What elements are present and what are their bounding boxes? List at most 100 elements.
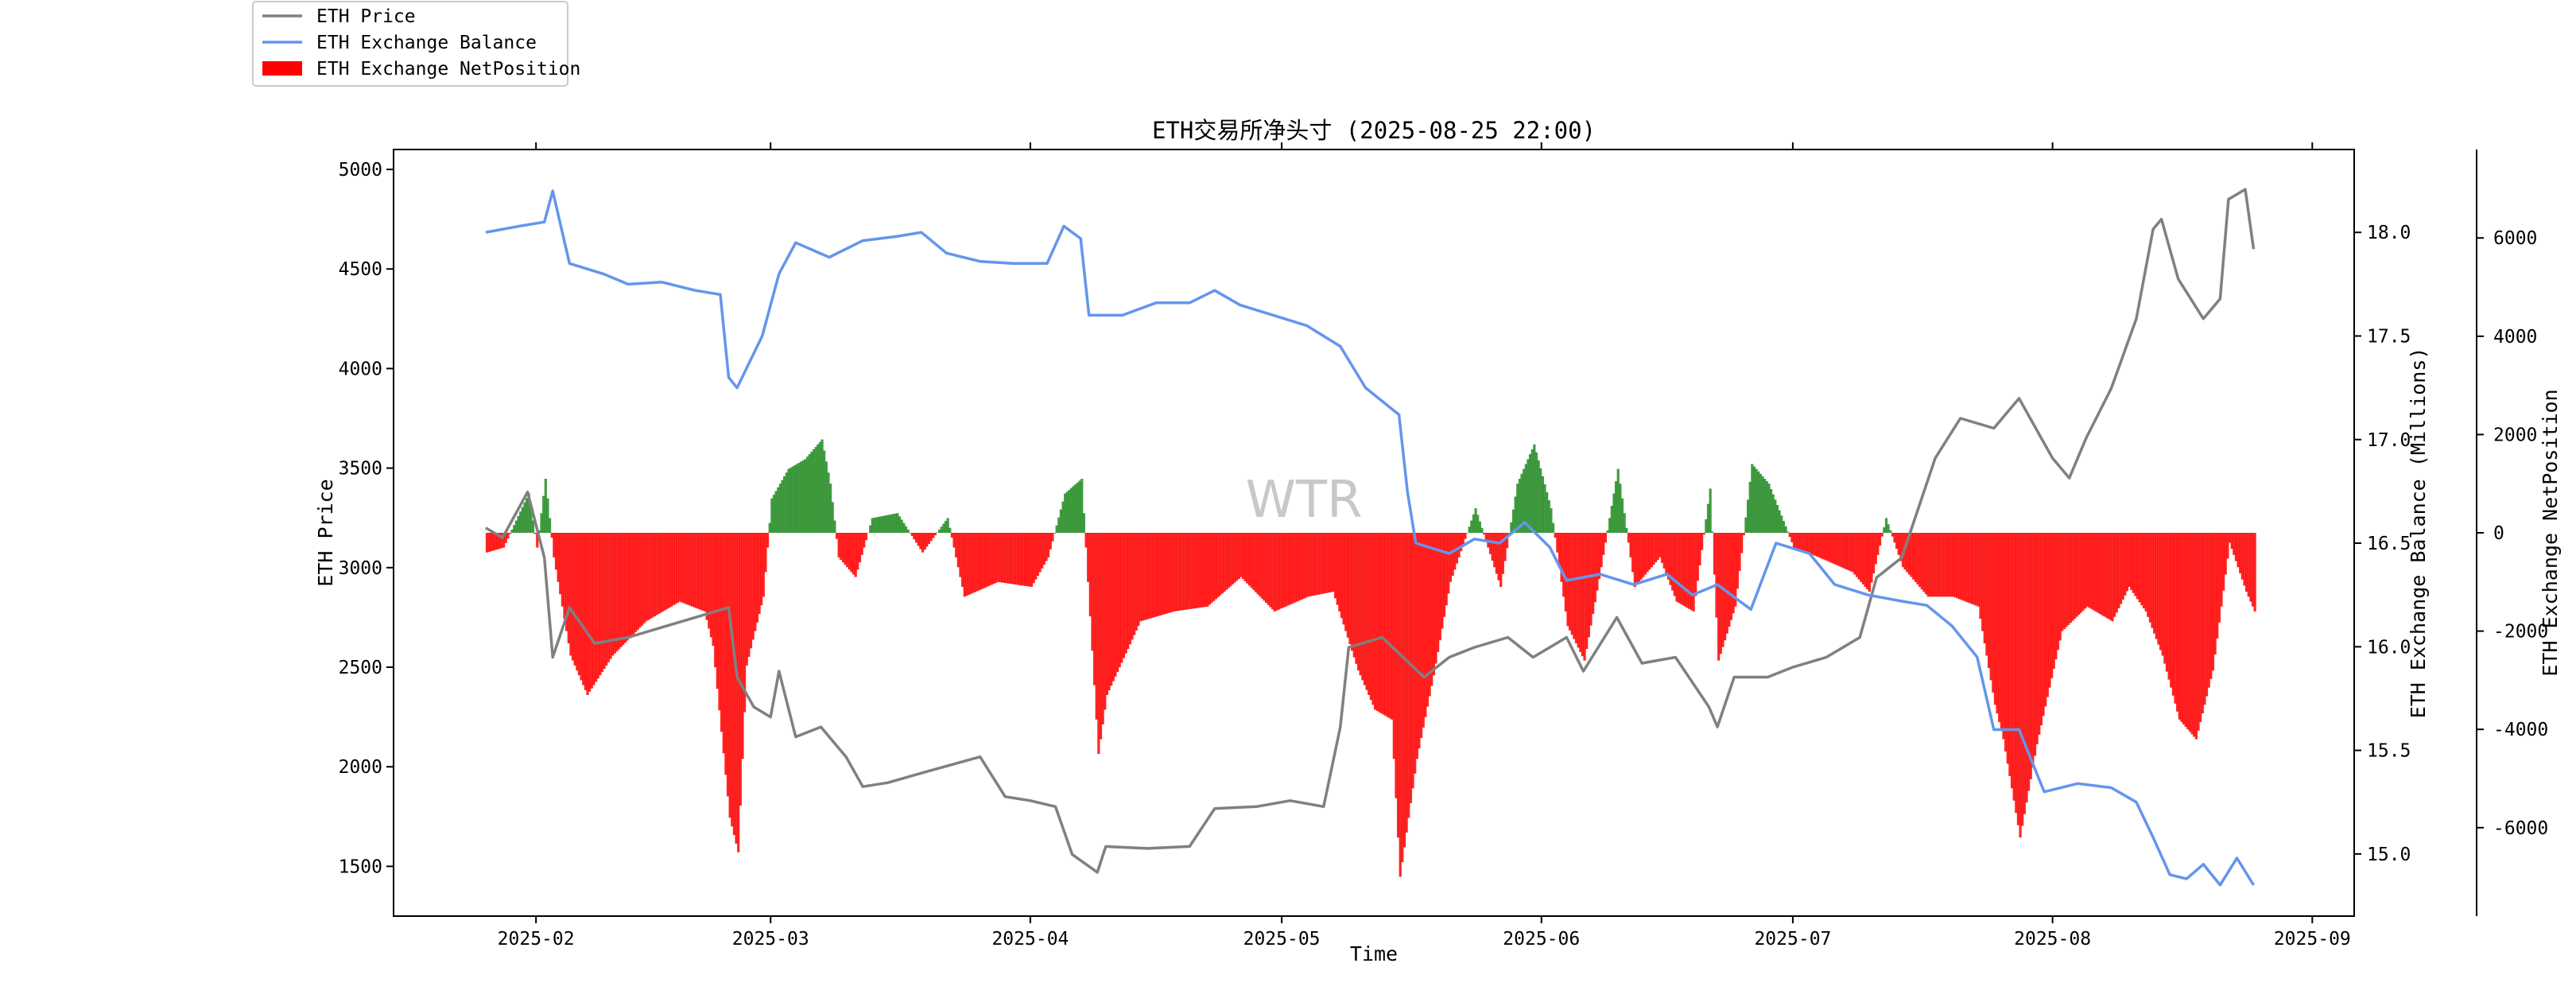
netposition-bar [1309, 533, 1312, 596]
netposition-bar [659, 533, 662, 613]
netposition-bar [1346, 533, 1349, 638]
netposition-bar [2193, 533, 2196, 737]
netposition-bar [919, 533, 922, 550]
y-right-netposition-tick-label: -6000 [2493, 818, 2548, 839]
netposition-bar [1897, 533, 1900, 555]
netposition-bar [850, 533, 853, 573]
netposition-bar [1361, 533, 1364, 681]
netposition-bar [1214, 533, 1217, 600]
netposition-bar [2006, 533, 2009, 764]
netposition-bar [617, 533, 621, 650]
netposition-bar [622, 533, 625, 645]
netposition-bar [1426, 533, 1430, 707]
netposition-bar [2136, 533, 2140, 600]
netposition-bar [1855, 533, 1859, 577]
netposition-bar [1447, 533, 1450, 594]
netposition-bar [1265, 533, 1268, 604]
netposition-bar [1405, 533, 1408, 833]
netposition-bar [1091, 533, 1094, 651]
netposition-bar [557, 533, 560, 582]
netposition-bar [2216, 533, 2219, 639]
netposition-bar [1178, 533, 1182, 611]
netposition-bar [860, 533, 863, 555]
netposition-bar [1960, 533, 1963, 600]
netposition-bar [680, 533, 684, 603]
netposition-bar [2111, 533, 2114, 622]
y-axis-left: 1500 2000 2500 3000 3500 4000 4500 5000 [339, 160, 394, 877]
netposition-bar [1391, 533, 1394, 720]
netposition-bar [569, 533, 572, 656]
netposition-bar [571, 533, 575, 661]
netposition-bar [1583, 533, 1586, 661]
netposition-bar [565, 533, 568, 631]
netposition-bar [1478, 521, 1481, 533]
netposition-bar [1579, 533, 1582, 652]
netposition-bar [1828, 533, 1831, 562]
netposition-bar [1053, 533, 1057, 534]
netposition-bar [1329, 533, 1333, 592]
eth-price-line [485, 188, 2256, 874]
netposition-bar [600, 533, 604, 673]
netposition-bar [743, 533, 747, 713]
netposition-bar [1464, 533, 1467, 539]
netposition-bar [1989, 533, 1992, 681]
netposition-bar [1418, 533, 1421, 749]
netposition-bar [592, 533, 596, 685]
netposition-bar [1055, 525, 1058, 533]
netposition-bar [1851, 533, 1854, 573]
netposition-bar [1317, 533, 1321, 595]
netposition-bar [1019, 533, 1022, 586]
netposition-bar [1973, 533, 1976, 605]
netposition-bar [1637, 533, 1641, 582]
netposition-bar [732, 533, 736, 836]
netposition-bar [1880, 533, 1884, 537]
netposition-bar [1510, 522, 1513, 533]
netposition-bar [1633, 533, 1636, 587]
netposition-bar [577, 533, 581, 676]
netposition-bar [824, 461, 828, 533]
netposition-bar [649, 533, 652, 619]
legend-label-balance: ETH Exchange Balance [316, 33, 537, 53]
netposition-bar [1306, 533, 1309, 597]
netposition-bar [1757, 471, 1760, 533]
netposition-bar [490, 533, 493, 552]
netposition-bar [2061, 533, 2064, 631]
netposition-bar [1574, 533, 1578, 644]
netposition-bar [1893, 533, 1896, 543]
netposition-bar [1099, 533, 1103, 740]
netposition-bar [1240, 533, 1243, 577]
netposition-bar [1537, 460, 1540, 533]
netposition-bar [1118, 533, 1121, 668]
netposition-bar [2071, 533, 2074, 621]
netposition-bar [1057, 517, 1061, 533]
netposition-bar [1108, 533, 1111, 691]
netposition-bar [1719, 533, 1722, 654]
netposition-bar [904, 526, 908, 533]
netposition-bar [722, 533, 725, 754]
netposition-bar [1399, 533, 1402, 877]
netposition-bar [1277, 533, 1281, 610]
netposition-bar [1683, 533, 1687, 607]
netposition-bar [1585, 533, 1589, 649]
netposition-bar [1120, 533, 1123, 663]
netposition-bar [2025, 533, 2028, 803]
netposition-bar [1273, 533, 1276, 612]
netposition-bar [2107, 533, 2110, 619]
netposition-bar [833, 520, 836, 533]
netposition-bar [1646, 533, 1649, 573]
netposition-bar [1122, 533, 1126, 658]
netposition-bar [1237, 533, 1240, 579]
netposition-bar [1573, 533, 1576, 639]
netposition-bar [787, 468, 790, 533]
netposition-bar [1811, 533, 1814, 555]
netposition-bar [1696, 533, 1699, 581]
netposition-bar [1702, 533, 1705, 535]
netposition-bar [1386, 533, 1390, 717]
netposition-bar [940, 526, 943, 533]
netposition-bar [1979, 533, 1982, 619]
netposition-bar [910, 533, 914, 537]
netposition-bar [588, 533, 592, 692]
netposition-bar [636, 533, 639, 631]
netposition-bar [2058, 533, 2062, 641]
netposition-bar [1105, 533, 1108, 695]
